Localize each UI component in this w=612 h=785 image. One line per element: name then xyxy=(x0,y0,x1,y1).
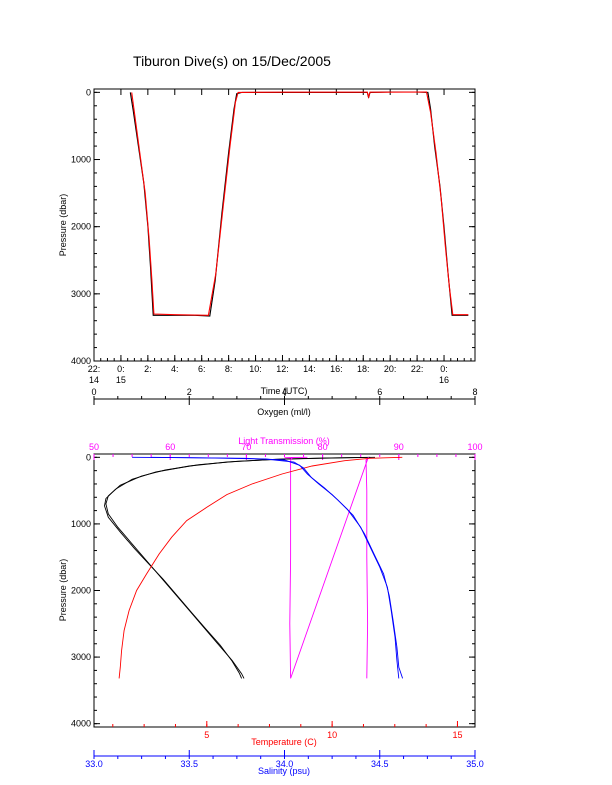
profile-series-line-5 xyxy=(151,456,404,679)
x-ticks-top: 22:140:152: 4: 6: 8: 10: 12: 14: 16: 18: 20: 22: 0:… xyxy=(88,89,472,385)
axis-tick-label-0: 4 xyxy=(282,387,287,397)
y-axis-label-bottom: Pressure (dbar) xyxy=(58,559,68,622)
x-tick-label-top: 16: xyxy=(330,364,343,374)
x-tick-label-top: 10: xyxy=(249,364,262,374)
y-tick-label-bottom: 0 xyxy=(86,452,91,462)
temperature-axis-label: Temperature (C) xyxy=(251,737,317,747)
axis-tick-label-3: 35.0 xyxy=(466,759,484,769)
plot-frame-bottom xyxy=(93,453,476,728)
oxygen-axis-label: Oxygen (ml/l) xyxy=(257,407,311,417)
y-tick-label-bottom: 3000 xyxy=(71,652,91,662)
axis-tick-label-3: 34.5 xyxy=(371,759,389,769)
axis-tick-label-1: 50 xyxy=(89,442,99,452)
x-tick-sublabel-top: 16 xyxy=(439,375,449,385)
dive-timeline-chart: Tiburon Dive(s) on 15/Dec/2005 0 1000 2000… xyxy=(58,53,476,396)
y-tick-label-top: 3000 xyxy=(71,289,91,299)
x-tick-sublabel-top: 15 xyxy=(116,375,126,385)
y-tick-label-top: 4000 xyxy=(71,356,91,366)
x-tick-label-top: 4: xyxy=(171,364,179,374)
pressure-series-line-1 xyxy=(131,91,469,316)
axis-tick-label-2: 15 xyxy=(452,730,462,740)
axis-tick-label-0: 0 xyxy=(91,387,96,397)
multi-axes: 0 2 4 6 8 50 60 70 80 90 100 5 10 15 33.0 33.5 34.0 34.5 3… xyxy=(85,387,484,769)
x-tick-label-top: 20: xyxy=(384,364,397,374)
axis-tick-label-1: 80 xyxy=(318,442,328,452)
x-tick-label-top: 22: xyxy=(411,364,424,374)
x-axis-label-top: Time (UTC) xyxy=(261,386,308,396)
y-tick-label-bottom: 2000 xyxy=(71,586,91,596)
y-ticks-top: 0 1000 2000 3000 4000 xyxy=(71,87,475,366)
axis-tick-label-1: 60 xyxy=(165,442,175,452)
axis-tick-label-0: 2 xyxy=(187,387,192,397)
profile-chart: 0 1000 2000 3000 4000 0 2 4 6 8 50 60 70 80 90 100 5 10 1… xyxy=(58,387,484,776)
axis-tick-label-3: 34.0 xyxy=(276,759,294,769)
profile-series-line-0 xyxy=(105,456,376,679)
profile-series-line-1 xyxy=(104,456,371,679)
profile-series-line-2 xyxy=(284,456,369,679)
axis-tick-label-1: 70 xyxy=(241,442,251,452)
x-tick-label-top: 18: xyxy=(357,364,370,374)
axis-tick-label-2: 5 xyxy=(204,730,209,740)
y-axis-label-top: Pressure (dbar) xyxy=(58,194,68,257)
salinity-axis-label: Salinity (psu) xyxy=(258,766,310,776)
profile-series-line-4 xyxy=(132,456,400,679)
x-tick-label-top: 14: xyxy=(303,364,316,374)
axis-tick-label-2: 10 xyxy=(327,730,337,740)
y-tick-label-bottom: 4000 xyxy=(71,719,91,729)
y-tick-label-bottom: 1000 xyxy=(71,519,91,529)
y-ticks-bottom: 0 1000 2000 3000 4000 xyxy=(71,452,475,729)
axis-tick-label-3: 33.0 xyxy=(85,759,103,769)
light-transmission-axis-label: Light Transmission (%) xyxy=(238,436,330,446)
x-tick-label-top: 2: xyxy=(144,364,152,374)
x-tick-label-top: 0: xyxy=(440,364,448,374)
axis-tick-label-0: 8 xyxy=(472,387,477,397)
y-tick-label-top: 2000 xyxy=(71,222,91,232)
pressure-series-line-0 xyxy=(129,91,469,317)
chart-title: Tiburon Dive(s) on 15/Dec/2005 xyxy=(133,53,331,69)
axis-tick-label-1: 100 xyxy=(467,442,482,452)
plot-frame-top xyxy=(93,88,476,362)
x-tick-label-top: 8: xyxy=(225,364,233,374)
axis-tick-label-1: 90 xyxy=(394,442,404,452)
x-tick-label-top: 6: xyxy=(198,364,206,374)
axis-tick-label-3: 33.5 xyxy=(180,759,198,769)
series-top xyxy=(129,91,469,317)
y-tick-label-top: 1000 xyxy=(71,155,91,165)
x-tick-label-top: 12: xyxy=(276,364,289,374)
profile-series-line-3 xyxy=(118,456,403,679)
x-tick-sublabel-top: 14 xyxy=(89,375,99,385)
x-tick-label-top: 0: xyxy=(117,364,125,374)
x-tick-label-top: 22: xyxy=(88,364,101,374)
series-bottom xyxy=(104,456,404,679)
axis-tick-label-0: 6 xyxy=(377,387,382,397)
y-tick-label-top: 0 xyxy=(86,87,91,97)
